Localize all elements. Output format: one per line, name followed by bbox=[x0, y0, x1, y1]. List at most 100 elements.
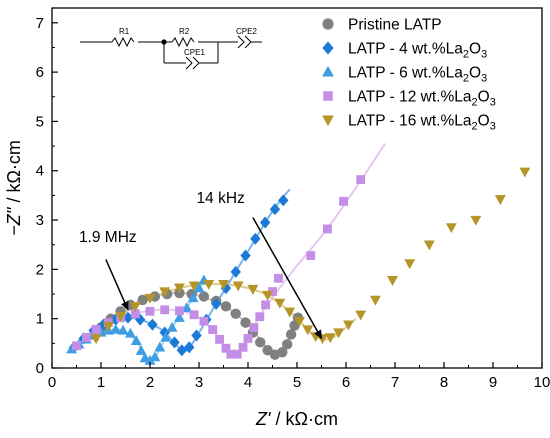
y-tick-label: 2 bbox=[36, 261, 44, 278]
data-point bbox=[135, 313, 146, 326]
data-point bbox=[193, 282, 205, 293]
circuit-label-r1: R1 bbox=[119, 27, 130, 36]
data-point bbox=[124, 327, 136, 338]
data-point bbox=[159, 287, 171, 298]
data-point bbox=[369, 295, 381, 306]
data-point bbox=[208, 325, 218, 334]
data-point bbox=[102, 321, 114, 332]
x-tick-label: 1 bbox=[97, 374, 105, 391]
data-point bbox=[333, 328, 345, 339]
x-axis-label-symbol: Z' bbox=[255, 409, 271, 429]
y-tick-label: 7 bbox=[36, 15, 44, 32]
data-point bbox=[306, 251, 316, 260]
data-point bbox=[226, 349, 236, 359]
data-point bbox=[220, 282, 232, 295]
data-point bbox=[243, 333, 253, 343]
data-point bbox=[160, 331, 172, 342]
legend-label: LATP - 12 wt.%La2O3 bbox=[348, 89, 496, 109]
y-tick-label: 6 bbox=[36, 64, 44, 81]
data-point bbox=[199, 316, 209, 326]
data-point bbox=[154, 341, 166, 352]
circuit-label-r2: R2 bbox=[179, 27, 190, 36]
data-point bbox=[445, 223, 457, 234]
y-tick-label: 4 bbox=[36, 163, 44, 180]
data-point bbox=[203, 280, 215, 290]
y-tick-label: 0 bbox=[36, 360, 44, 377]
data-point bbox=[218, 280, 229, 290]
data-point bbox=[173, 283, 185, 294]
legend-label: LATP - 4 wt.%La2O3 bbox=[348, 41, 487, 61]
data-point bbox=[110, 313, 121, 326]
legend-marker bbox=[323, 91, 333, 101]
x-axis-label: Z' / kΩ·cm bbox=[255, 409, 338, 429]
data-point bbox=[174, 306, 184, 316]
data-point bbox=[210, 297, 222, 310]
data-point bbox=[339, 196, 348, 206]
data-point bbox=[144, 293, 156, 304]
data-point bbox=[322, 224, 332, 234]
data-point bbox=[189, 310, 199, 320]
y-tick-label: 1 bbox=[36, 311, 44, 328]
data-point bbox=[289, 320, 300, 331]
data-point bbox=[191, 329, 202, 342]
data-point bbox=[147, 318, 158, 331]
legend-marker bbox=[322, 115, 334, 127]
data-point bbox=[130, 335, 142, 346]
data-point bbox=[273, 273, 283, 283]
data-point bbox=[423, 240, 435, 251]
data-point bbox=[135, 345, 147, 355]
data-point bbox=[145, 306, 155, 316]
data-point bbox=[184, 341, 195, 354]
data-point bbox=[72, 341, 81, 351]
data-point bbox=[130, 309, 140, 319]
legend-label: LATP - 16 wt.%La2O3 bbox=[348, 113, 496, 133]
legend-marker bbox=[322, 65, 334, 77]
data-point bbox=[115, 312, 127, 322]
data-points bbox=[66, 167, 531, 365]
circuit-label-cpe1: CPE1 bbox=[184, 48, 205, 57]
data-point bbox=[494, 195, 506, 206]
data-point bbox=[250, 232, 261, 245]
data-point bbox=[166, 321, 178, 332]
x-tick-label: 2 bbox=[146, 374, 154, 391]
data-point bbox=[215, 334, 224, 344]
data-point bbox=[293, 316, 305, 327]
data-point bbox=[181, 302, 193, 312]
legend-label: LATP - 6 wt.%La2O3 bbox=[348, 65, 487, 85]
x-tick-label: 8 bbox=[440, 374, 448, 391]
data-point bbox=[261, 300, 271, 310]
data-point bbox=[255, 312, 265, 322]
data-point bbox=[355, 310, 367, 321]
data-point bbox=[122, 311, 134, 324]
data-point bbox=[81, 333, 91, 342]
data-point bbox=[230, 265, 241, 278]
x-tick-label: 4 bbox=[244, 374, 252, 391]
data-point bbox=[285, 329, 297, 340]
axis-ticks: 0 1 2 3 4 5 6 7 8 9 10 0 1 2 3 4 5 6 7 bbox=[36, 15, 550, 391]
data-point bbox=[282, 339, 293, 350]
y-tick-label: 5 bbox=[36, 113, 44, 130]
annotation-arrow-1 bbox=[252, 217, 323, 340]
data-point bbox=[247, 284, 259, 295]
data-point bbox=[220, 301, 232, 312]
x-tick-label: 7 bbox=[391, 374, 399, 391]
equivalent-circuit: R1 R2 CPE1 CPE2 bbox=[80, 27, 262, 70]
legend: Pristine LATP LATP - 4 wt.%La2O3 LATP - 6 … bbox=[322, 17, 496, 133]
data-point bbox=[149, 351, 161, 362]
data-point bbox=[278, 194, 289, 207]
data-point bbox=[356, 175, 366, 185]
data-point bbox=[255, 337, 266, 348]
data-point bbox=[198, 291, 210, 302]
data-point bbox=[90, 334, 102, 345]
y-axis-label: −Z'' / kΩ·cm bbox=[4, 140, 24, 236]
x-tick-label: 0 bbox=[48, 374, 56, 391]
data-point bbox=[519, 167, 531, 178]
data-point bbox=[240, 249, 251, 262]
data-point bbox=[144, 354, 156, 365]
data-point bbox=[129, 302, 141, 313]
data-point bbox=[259, 216, 271, 229]
data-point bbox=[302, 325, 314, 336]
data-point bbox=[188, 281, 200, 292]
data-point bbox=[221, 343, 231, 353]
annotation-label-0: 1.9 MHz bbox=[79, 229, 137, 246]
